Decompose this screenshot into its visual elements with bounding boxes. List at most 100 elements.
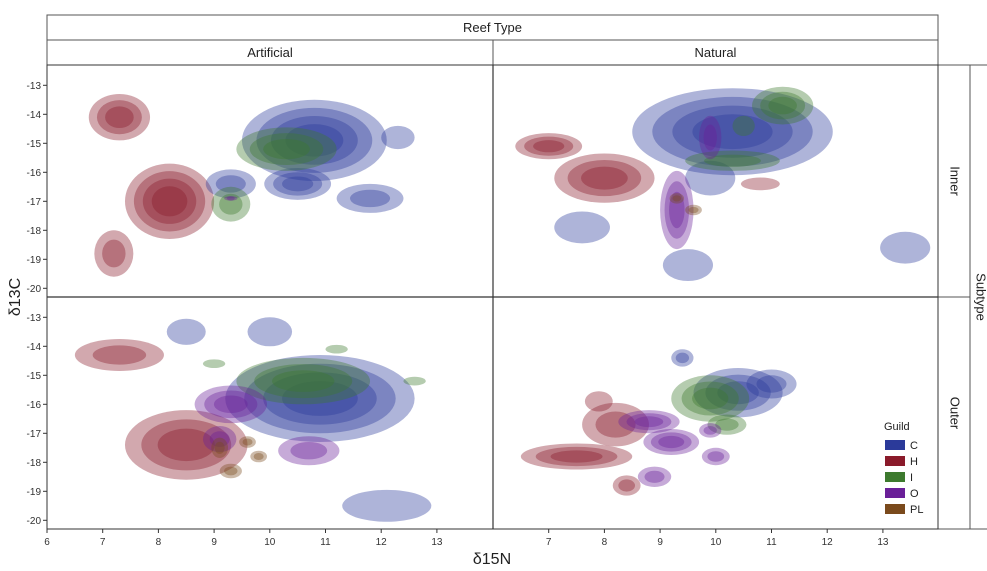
contour-level-i bbox=[272, 370, 335, 392]
contour-o-10 bbox=[643, 428, 700, 456]
panel-natural-inner bbox=[515, 86, 931, 282]
contour-level-i bbox=[325, 344, 348, 354]
y-tick-label: -18 bbox=[27, 458, 42, 469]
contour-level-c bbox=[256, 107, 373, 173]
contour-c-6 bbox=[671, 349, 694, 367]
contour-level-o bbox=[224, 196, 238, 201]
panel-artificial-inner bbox=[88, 94, 415, 277]
contour-level-i bbox=[254, 364, 353, 399]
contour-level-c bbox=[746, 369, 797, 399]
contour-level-pl bbox=[242, 438, 253, 446]
column-strip-artificial bbox=[46, 39, 494, 66]
row-label-inner: Inner bbox=[948, 166, 963, 196]
contour-pl-13 bbox=[669, 193, 685, 204]
y-tick-label: -13 bbox=[27, 313, 42, 324]
contour-level-o bbox=[626, 413, 672, 431]
contour-level-o bbox=[703, 426, 717, 435]
y-tick-label: -15 bbox=[27, 371, 42, 382]
contour-level-o bbox=[278, 436, 340, 466]
contour-o-12 bbox=[202, 426, 237, 453]
row-strip-outer bbox=[937, 296, 971, 530]
y-tick-label: -13 bbox=[27, 81, 42, 92]
contour-level-o bbox=[660, 170, 694, 250]
legend-label-h: H bbox=[910, 456, 918, 468]
x-tick-label: 10 bbox=[710, 537, 722, 548]
column-label-artificial: Artificial bbox=[247, 45, 293, 60]
row-label-outer: Outer bbox=[948, 397, 963, 430]
contour-level-pl bbox=[672, 195, 682, 202]
contour-level-i bbox=[715, 418, 739, 431]
contour-i-8 bbox=[236, 127, 337, 171]
contour-level-pl bbox=[250, 450, 268, 463]
contour-level-c bbox=[282, 381, 358, 416]
y-tick-label: -16 bbox=[27, 168, 42, 179]
contour-level-c bbox=[264, 167, 332, 200]
contour-i-8 bbox=[707, 414, 747, 435]
contour-level-i bbox=[768, 96, 797, 115]
contour-level-o bbox=[701, 447, 730, 466]
contour-level-h bbox=[567, 160, 642, 197]
contour-level-o bbox=[699, 423, 722, 438]
contour-level-c bbox=[685, 160, 736, 196]
contour-level-o bbox=[669, 191, 685, 229]
contour-level-c bbox=[692, 114, 773, 150]
contour-level-c bbox=[662, 249, 714, 282]
contour-level-o bbox=[658, 435, 685, 449]
y-tick-label: -14 bbox=[27, 110, 42, 121]
contour-level-h bbox=[535, 446, 618, 467]
contour-level-c bbox=[241, 99, 387, 181]
panel-artificial-outer bbox=[74, 317, 432, 522]
contour-c-6 bbox=[336, 183, 404, 213]
contour-level-h bbox=[595, 411, 636, 438]
contour-pl-15 bbox=[239, 436, 256, 448]
contour-level-pl bbox=[214, 441, 225, 454]
contour-c-5 bbox=[662, 249, 714, 282]
y-tick-label: -14 bbox=[27, 342, 42, 353]
x-tick-label: 11 bbox=[320, 537, 331, 548]
contour-level-o bbox=[290, 442, 328, 460]
legend-swatch-pl bbox=[885, 504, 905, 514]
contour-level-o bbox=[707, 451, 725, 462]
contour-level-h bbox=[124, 410, 248, 480]
contour-level-h bbox=[612, 475, 641, 496]
legend-swatch-o bbox=[885, 488, 905, 498]
contour-c-3 bbox=[632, 88, 833, 176]
y-tick-label: -15 bbox=[27, 139, 42, 150]
legend-label-pl: PL bbox=[910, 504, 923, 516]
contour-level-c bbox=[756, 375, 787, 393]
y-axis-ticks: -13 -14 -15 -16 -17 -18 -19 -20 -13 -14 -15 -16 -17 -… bbox=[27, 81, 47, 527]
contour-c-3 bbox=[166, 318, 206, 345]
x-tick-label: 8 bbox=[156, 537, 162, 548]
contour-level-h bbox=[524, 136, 574, 156]
contour-level-c bbox=[342, 489, 432, 522]
y-tick-label: -20 bbox=[27, 516, 42, 527]
contour-level-c bbox=[671, 349, 694, 367]
contour-level-c bbox=[717, 381, 759, 405]
contour-level-h bbox=[142, 178, 197, 224]
contour-level-c bbox=[336, 183, 404, 213]
contour-c-5 bbox=[205, 169, 256, 199]
contour-level-i bbox=[263, 138, 310, 160]
contour-level-c bbox=[225, 355, 415, 442]
contour-level-h bbox=[92, 345, 147, 365]
contour-o-9 bbox=[618, 410, 680, 434]
contour-level-c bbox=[282, 176, 314, 192]
contour-h-1 bbox=[554, 153, 655, 203]
contour-h-1 bbox=[124, 410, 248, 480]
contour-level-c bbox=[652, 96, 813, 167]
contour-level-pl bbox=[211, 437, 229, 458]
contour-level-c bbox=[166, 318, 206, 345]
x-tick-label: 13 bbox=[431, 537, 443, 548]
contour-level-i bbox=[202, 359, 226, 369]
contour-level-c bbox=[672, 105, 793, 158]
contour-level-h bbox=[133, 171, 206, 232]
contour-i-7 bbox=[202, 359, 226, 369]
contour-c-7 bbox=[880, 231, 931, 264]
contour-level-o bbox=[664, 181, 690, 239]
contour-level-o bbox=[644, 470, 665, 483]
contour-h-0 bbox=[74, 339, 164, 371]
contour-i-10 bbox=[732, 115, 755, 137]
contour-o-12 bbox=[701, 447, 730, 466]
contour-level-c bbox=[350, 189, 391, 208]
